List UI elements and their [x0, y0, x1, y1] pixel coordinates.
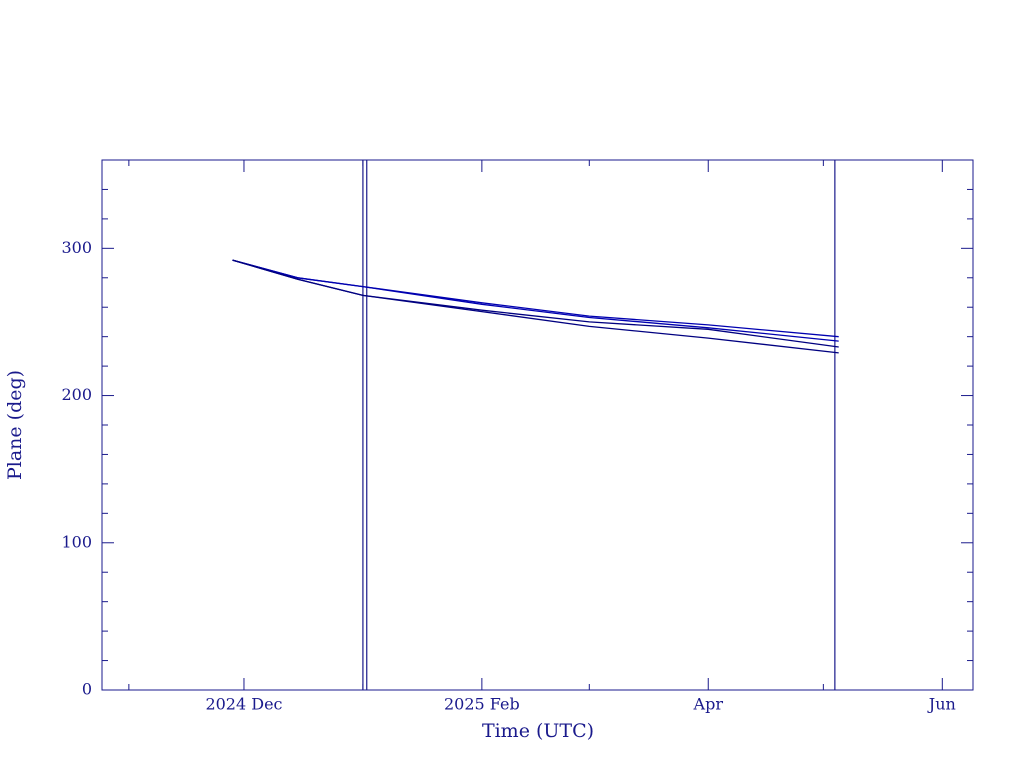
y-tick-label: 0: [82, 680, 92, 699]
y-axis-title: Plane (deg): [4, 370, 26, 480]
data-line: [232, 259, 839, 342]
data-line: [232, 259, 839, 348]
data-line: [232, 259, 839, 338]
y-tick-label: 200: [61, 385, 92, 404]
x-tick-label: 2025 Feb: [444, 695, 520, 714]
x-tick-label: 2024 Dec: [205, 695, 282, 714]
x-axis-title: Time (UTC): [482, 720, 594, 742]
plot-frame: [101, 159, 974, 691]
data-line: [232, 259, 839, 354]
y-tick-label: 300: [61, 238, 92, 257]
x-tick-label: Jun: [927, 695, 956, 714]
y-tick-label: 100: [61, 532, 92, 551]
x-tick-label: Apr: [693, 695, 724, 714]
